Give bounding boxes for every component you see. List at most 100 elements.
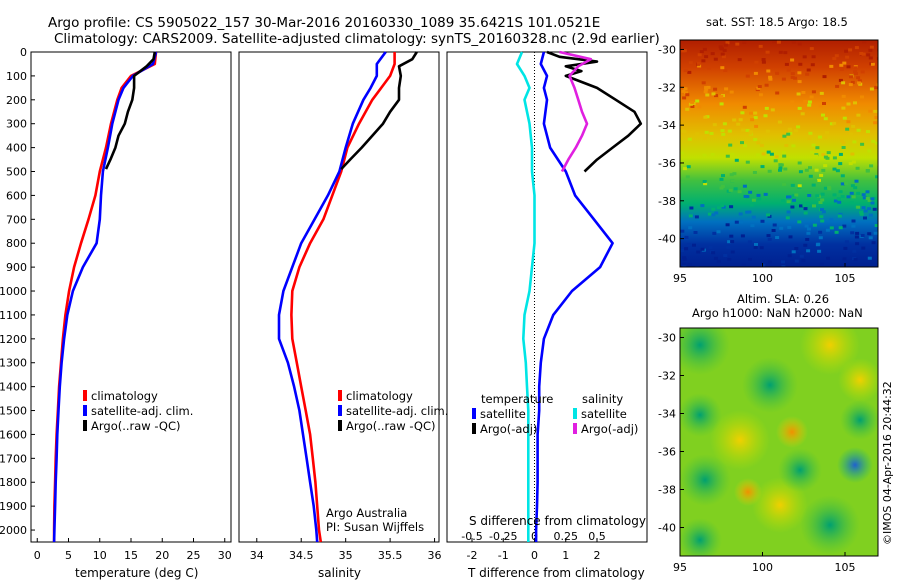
sst-pixel [811,143,816,147]
sst-pixel [751,198,756,202]
sst-pixel [729,90,734,94]
sst-pixel [723,254,728,257]
sst-pixel [711,207,716,211]
header-line-2: Climatology: CARS2009. Satellite-adjuste… [54,31,660,47]
sst-pixel [695,132,700,136]
sst-pixel [781,260,785,264]
sst-pixel [751,215,756,219]
sst-pixel [840,264,844,267]
sst-pixel [850,231,855,235]
sst-pixel [784,143,789,147]
sst-pixel [682,96,687,100]
sst-pixel [829,64,834,68]
sst-pixel [680,129,685,133]
sst-pixel [848,83,853,87]
sst-pixel [776,40,781,44]
sst-pixel [813,179,818,183]
depth-tick-label: 500 [6,166,27,179]
sst-pixel [761,58,766,61]
series-line-3-3 [515,51,536,542]
lat-tick-label: -36 [658,446,676,459]
sst-pixel [760,165,765,169]
lat-tick-label: -34 [658,119,676,132]
sst-pixel [860,95,864,99]
sst-pixel [866,130,870,134]
sst-pixel [689,206,694,210]
depth-tick-label: 400 [6,142,27,155]
sst-pixel [765,50,770,54]
sst-pixel [697,105,702,109]
sst-pixel [700,204,705,208]
sst-pixel [870,62,875,66]
sst-pixel [860,234,865,237]
sst-pixel [814,154,818,158]
x-tick-label: 30 [218,549,232,562]
sst-pixel [683,87,688,91]
sst-pixel [732,172,737,176]
sst-pixel [753,111,758,115]
sst-pixel [743,144,747,148]
sst-pixel [799,254,804,258]
sst-pixel [790,75,795,79]
sst-pixel [797,80,802,84]
sst-pixel [794,259,799,263]
sst-pixel [853,101,857,105]
sst-pixel [757,85,762,88]
difference-panel: -2 -1 0 1 2 -0.5 -0.25 0 0.25 0.5 T difference f… [446,50,648,580]
sst-pixel [809,95,814,99]
sst-pixel [720,66,725,70]
sst-pixel [868,56,873,60]
sst-pixel [821,210,826,214]
sst-pixel [829,122,834,126]
sst-pixel [823,136,828,139]
sst-pixel [856,128,861,132]
sst-pixel [759,246,764,250]
sst-pixel [743,194,748,198]
sst-pixel [855,166,860,170]
sst-pixel [852,249,857,253]
sst-pixel [754,124,759,128]
sst-pixel [809,47,814,51]
sst-pixel [761,263,766,267]
sst-pixel [740,111,745,115]
s-difference-ticks: -0.5 -0.25 0 0.25 0.5 [461,530,605,543]
x-tick-label: 25 [187,549,201,562]
sla-anomaly [680,328,730,375]
sst-pixel [814,168,819,172]
sst-pixel [734,158,739,162]
sst-pixel [729,173,734,177]
legend-swatch [573,423,577,434]
sst-pixel [710,153,715,156]
sst-pixel [768,75,773,79]
sst-pixel [817,178,821,182]
sst-pixel [738,220,743,224]
sst-pixel [804,224,809,228]
sst-pixel [783,167,788,171]
sst-pixel [764,106,769,110]
sst-pixel [870,197,875,201]
sla-blobs [680,328,878,556]
sst-pixel [791,40,796,44]
sst-pixel [742,40,747,44]
sst-pixel [791,144,796,148]
sst-pixel [771,229,776,232]
sst-pixel [793,76,798,80]
sst-pixel [684,235,689,239]
sst-speckle [680,40,878,267]
sst-pixel [703,115,708,119]
sst-pixel [688,214,693,218]
sst-pixel [865,196,870,200]
sst-pixel [740,141,744,145]
sst-pixel [781,199,786,202]
sst-pixel [748,131,753,135]
sla-map-title-1: Altim. SLA: 0.26 [737,292,829,306]
sst-pixel [803,99,808,103]
sst-pixel [741,263,746,267]
depth-tick-label: 200 [6,94,27,107]
sst-pixel [782,134,787,138]
sst-pixel [838,212,843,216]
sst-pixel [770,108,775,112]
sst-pixel [756,193,761,197]
sst-pixel [716,230,721,234]
